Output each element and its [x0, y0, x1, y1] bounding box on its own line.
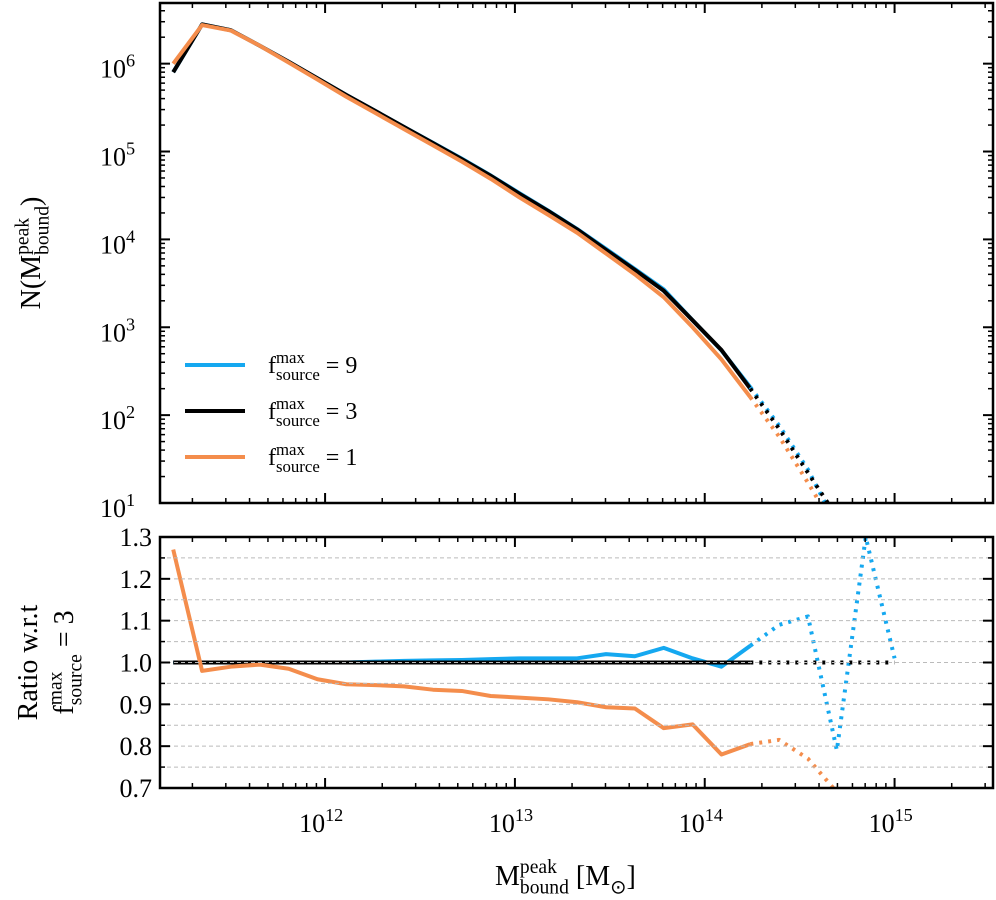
x-tick-label: 1012	[299, 805, 343, 838]
y-tick-label: 1.2	[120, 565, 153, 594]
series-line	[171, 23, 752, 399]
y-tick-label: 103	[100, 314, 135, 347]
series-line	[171, 549, 751, 757]
y-axis-label: Ratio w.r.t	[13, 604, 44, 720]
series-line	[748, 387, 831, 503]
series-line	[171, 22, 752, 390]
y-tick-label: 102	[100, 402, 135, 435]
y-tick-label: 0.8	[120, 732, 153, 761]
y-tick-label: 0.7	[120, 774, 153, 803]
y-axis-label: N(Mboundpeak)	[12, 197, 53, 310]
y-axis-label: fsourcemax = 3	[45, 610, 86, 714]
plot-area	[171, 537, 897, 788]
x-axis-label: Mboundpeak [M⊙]	[495, 857, 636, 898]
series-line	[748, 396, 823, 503]
legend-label: fsourcemax = 3	[268, 394, 357, 430]
y-tick-label: 1.1	[120, 607, 153, 636]
series-line	[171, 22, 752, 389]
series-line	[749, 537, 897, 753]
series-line	[750, 737, 836, 788]
legend-label: fsourcemax = 1	[268, 440, 357, 476]
y-tick-label: 0.9	[120, 690, 153, 719]
y-tick-label: 104	[100, 226, 135, 259]
axes-frame	[158, 535, 995, 790]
y-tick-label: 101	[100, 490, 135, 523]
y-tick-label: 105	[100, 139, 135, 172]
y-tick-label: 1.0	[120, 649, 153, 678]
y-tick-label: 106	[100, 51, 135, 84]
x-tick-label: 1013	[489, 805, 533, 838]
x-tick-label: 1014	[679, 805, 723, 838]
axes-frame	[158, 1, 995, 505]
x-tick-label: 1015	[869, 805, 913, 838]
plot-area	[171, 22, 831, 503]
y-tick-label: 1.3	[120, 523, 153, 552]
legend-label: fsourcemax = 9	[268, 348, 357, 384]
